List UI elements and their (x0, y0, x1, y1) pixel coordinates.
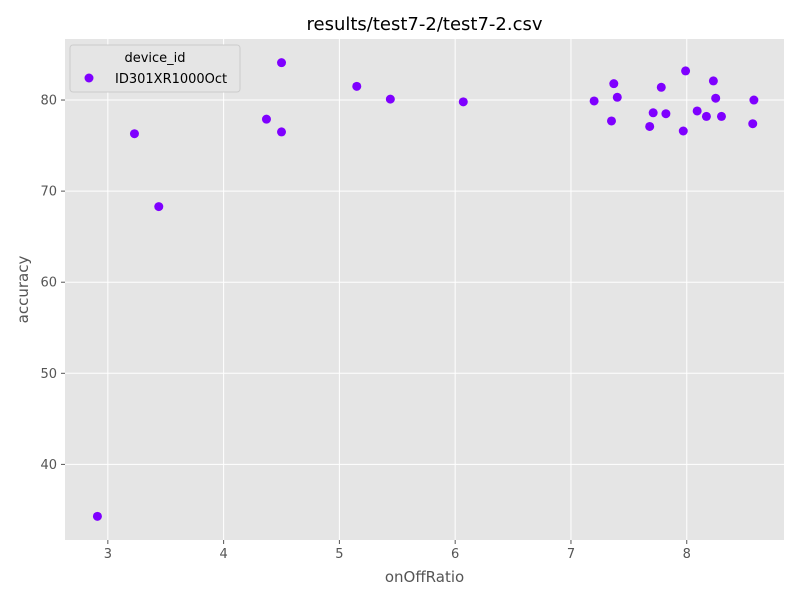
y-tick-label: 80 (40, 94, 57, 109)
x-tick-label: 3 (104, 547, 112, 562)
x-tick-label: 8 (683, 547, 691, 562)
y-tick-label: 70 (40, 185, 57, 200)
data-point (748, 119, 758, 129)
data-points (92, 58, 759, 521)
data-point (612, 92, 622, 102)
chart-title: results/test7-2/test7-2.csv (306, 14, 542, 35)
x-tick-label: 4 (219, 547, 227, 562)
legend-label: ID301XR1000Oct (115, 72, 227, 87)
data-point (129, 129, 139, 139)
x-tick-label: 5 (335, 547, 343, 562)
plot-background (65, 39, 784, 540)
legend-title: device_id (124, 51, 185, 66)
data-point (749, 95, 759, 105)
grid-lines (65, 39, 784, 540)
data-point (385, 94, 395, 104)
legend: device_id ID301XR1000Oct (69, 44, 241, 93)
data-point (458, 97, 468, 107)
tick-labels: 3 4 5 6 7 8 40 50 60 70 80 (40, 94, 690, 562)
data-point (648, 108, 658, 118)
data-point (589, 96, 599, 106)
y-tick-label: 50 (40, 367, 57, 382)
y-tick-label: 60 (40, 276, 57, 291)
data-point (711, 93, 721, 103)
data-point (708, 76, 718, 86)
y-tick-label: 40 (40, 458, 57, 473)
data-point (277, 127, 287, 137)
data-point (92, 511, 102, 521)
x-axis-label: onOffRatio (385, 568, 464, 586)
data-point (678, 126, 688, 136)
data-point (716, 111, 726, 121)
data-point (154, 202, 164, 212)
data-point (277, 58, 287, 68)
data-point (609, 79, 619, 89)
data-point (701, 111, 711, 121)
data-point (606, 116, 616, 126)
data-point (681, 66, 691, 76)
data-point (645, 121, 655, 131)
x-tick-label: 6 (451, 547, 459, 562)
data-point (261, 114, 271, 124)
x-tick-label: 7 (567, 547, 575, 562)
data-point (661, 109, 671, 119)
y-axis-label: accuracy (14, 256, 32, 324)
legend-marker (84, 73, 94, 83)
legend-box (69, 44, 241, 93)
data-point (352, 81, 362, 91)
data-point (692, 106, 702, 116)
data-point (656, 82, 666, 92)
